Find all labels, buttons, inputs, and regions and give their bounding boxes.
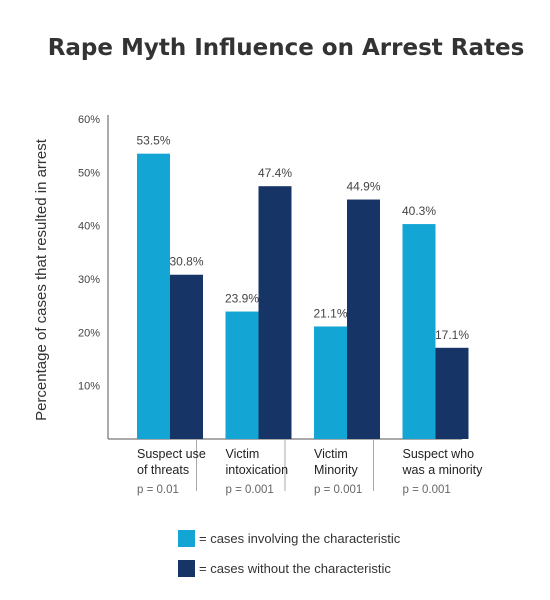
- category-label: Minority: [314, 463, 359, 477]
- p-value-label: p = 0.001: [403, 484, 451, 496]
- bar: [137, 153, 170, 439]
- y-tick-label: 30%: [78, 274, 100, 286]
- y-tick-label: 20%: [78, 327, 100, 339]
- p-value-label: p = 0.001: [226, 484, 274, 496]
- data-label: 53.5%: [136, 134, 170, 148]
- y-axis-label: Percentage of cases that resulted in arr…: [33, 138, 50, 421]
- legend-swatch: [178, 560, 195, 577]
- y-tick-label: 50%: [78, 167, 100, 179]
- y-tick-label: 10%: [78, 381, 100, 393]
- p-value-label: p = 0.001: [314, 484, 362, 496]
- p-value-label: p = 0.01: [137, 484, 179, 496]
- legend-swatch: [178, 530, 195, 547]
- data-label: 44.9%: [346, 180, 380, 194]
- data-label: 23.9%: [225, 292, 259, 306]
- data-label: 40.3%: [402, 204, 436, 218]
- data-label: 30.8%: [169, 255, 203, 269]
- bar: [402, 224, 436, 439]
- bar: [258, 186, 292, 439]
- legend: = cases involving the characteristic = ca…: [178, 530, 401, 577]
- bar: [314, 326, 347, 439]
- category-label: intoxication: [226, 463, 289, 477]
- data-label: 47.4%: [258, 166, 292, 180]
- legend-label: = cases involving the characteristic: [199, 531, 401, 546]
- bar: [435, 347, 469, 439]
- category-label: Victim: [314, 447, 348, 461]
- category-label: was a minority: [402, 463, 484, 477]
- data-label: 17.1%: [435, 328, 469, 342]
- category-label: Suspect use: [137, 447, 206, 461]
- labels: 53.5% 23.9% 21.1% 40.3% 30.8% 47.4% 44.9% 17.1%…: [136, 134, 483, 496]
- chart-title: Rape Myth Influence on Arrest Rates: [48, 35, 525, 61]
- legend-label: = cases without the characteristic: [199, 561, 391, 576]
- bars: [137, 153, 469, 439]
- y-tick-label: 60%: [78, 114, 100, 126]
- category-label: Victim: [226, 447, 260, 461]
- y-tick-label: 40%: [78, 221, 100, 233]
- bar: [225, 311, 259, 439]
- bar: [170, 274, 203, 439]
- bar: [347, 199, 380, 439]
- category-label: of threats: [137, 463, 189, 477]
- data-label: 21.1%: [313, 306, 347, 320]
- category-label: Suspect who: [403, 447, 475, 461]
